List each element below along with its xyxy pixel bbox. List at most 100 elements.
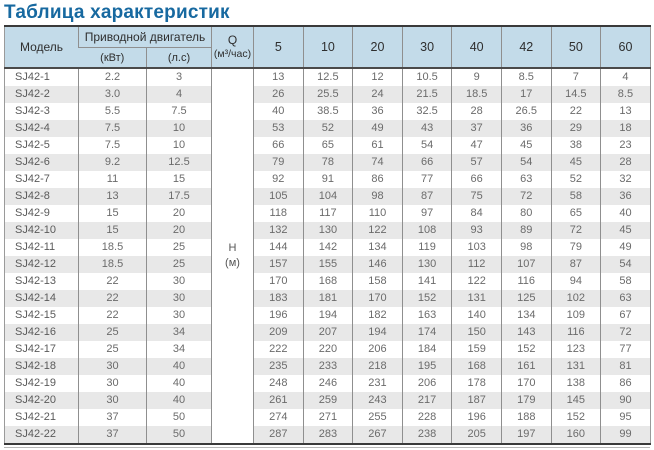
head-value-cell: 53 (253, 120, 304, 137)
model-cell: SJ42-12 (4, 256, 79, 273)
head-value-cell: 196 (253, 307, 304, 324)
head-value-cell: 228 (401, 409, 452, 426)
column-header-flow-40: 40 (451, 26, 502, 68)
head-value-cell: 103 (451, 239, 502, 256)
page-title: Таблица характеристик (4, 2, 230, 23)
kw-cell: 22 (78, 273, 147, 290)
head-value-cell: 29 (550, 120, 601, 137)
model-cell: SJ42-14 (4, 290, 79, 307)
hp-cell: 20 (146, 205, 212, 222)
head-value-cell: 231 (352, 375, 403, 392)
head-value-cell: 161 (500, 358, 552, 375)
head-value-cell: 194 (352, 324, 403, 341)
head-value-cell: 78 (302, 154, 353, 171)
head-value-cell: 118 (253, 205, 304, 222)
head-value-cell: 152 (550, 409, 601, 426)
model-cell: SJ42-7 (15, 173, 50, 185)
head-value-cell: 123 (550, 341, 601, 358)
column-header-motor-group: Приводной двигатель (78, 26, 212, 48)
column-header-flow-60: 60 (600, 26, 651, 68)
table-row: SJ42-21 37 50 274 271 255 228 196 188 152 95 (5, 409, 651, 426)
head-value-cell: 72 (600, 324, 651, 341)
head-value-cell: 217 (401, 392, 452, 409)
kw-cell: 22 (78, 290, 147, 307)
head-value-cell: 74 (352, 154, 403, 171)
model-cell: SJ42-6 (4, 154, 79, 171)
table-row: SJ42-16 25 34 209 207 194 174 150 143 116 72 (4, 324, 651, 341)
head-value-cell: 61 (352, 137, 403, 154)
head-value-cell: 179 (500, 392, 552, 409)
characteristics-table: Модель Приводной двигатель Q (м³/час) 5 … (4, 25, 651, 445)
table-row: SJ42-2 3.0 4 26 25.5 24 21.5 18.5 17 14.5 8.5 (4, 86, 651, 103)
kw-cell: 22 (78, 307, 147, 324)
model-cell: SJ42-5 (15, 139, 50, 151)
kw-cell: 18.5 (78, 256, 147, 273)
model-cell: SJ42-4 (4, 120, 79, 137)
head-value-cell: 8.5 (600, 86, 651, 103)
head-value-cell: 206 (401, 375, 452, 392)
head-value-cell: 58 (550, 188, 601, 205)
head-value-cell: 14.5 (550, 86, 601, 103)
table-row: SJ42-20 30 40 261 259 243 217 187 179 145 90 (4, 392, 651, 409)
column-header-flow-50: 50 (550, 26, 601, 68)
head-value-cell: 152 (500, 341, 552, 358)
column-header-flow-30: 30 (401, 26, 452, 68)
head-value-cell: 72 (500, 188, 552, 205)
head-value-cell: 246 (302, 375, 353, 392)
kw-cell: 2.2 (78, 68, 147, 86)
head-value-cell: 9 (451, 68, 502, 86)
kw-cell: 11 (78, 171, 147, 188)
model-cell: SJ42-17 (15, 343, 56, 355)
head-value-cell: 38 (550, 137, 601, 154)
head-value-cell: 125 (500, 290, 552, 307)
head-value-cell: 81 (600, 358, 651, 375)
table-row: SJ42-19 30 40 248 246 231 206 178 170 138 86 (5, 375, 651, 392)
head-value-cell: 110 (352, 205, 403, 222)
model-cell: SJ42-11 (15, 241, 56, 253)
head-value-cell: 243 (352, 392, 403, 409)
kw-cell: 25 (78, 324, 147, 341)
head-value-cell: 174 (401, 324, 452, 341)
kw-cell: 7.5 (78, 120, 147, 137)
table-row: SJ42-18 30 40 235 233 218 195 168 161 131 81 (4, 358, 651, 375)
head-unit-cell: H (м) (211, 68, 254, 444)
head-value-cell: 21.5 (401, 86, 452, 103)
head-value-cell: 104 (302, 188, 353, 205)
hp-cell: 50 (146, 409, 212, 426)
head-value-cell: 255 (352, 409, 403, 426)
table-row: SJ42-14 22 30 183 181 170 152 131 125 102 63 (4, 290, 651, 307)
header-row-1: Модель Приводной двигатель Q (м³/час) 5 … (4, 26, 651, 68)
table-body: SJ42-1 2.2 3 H (м) 13 12.5 12 10.5 9 8.5 7 4 SJ42-2 3.… (4, 68, 651, 444)
head-value-cell: 188 (500, 409, 552, 426)
head-value-cell: 36 (500, 120, 552, 137)
hp-cell: 25 (146, 239, 212, 256)
header-row-2: (кВт) (л.с) (5, 47, 651, 68)
head-value-cell: 150 (451, 324, 502, 341)
head-value-cell: 283 (302, 426, 353, 444)
model-cell: SJ42-21 (15, 411, 56, 423)
head-value-cell: 65 (550, 205, 601, 222)
head-value-cell: 105 (253, 188, 304, 205)
head-value-cell: 87 (401, 188, 452, 205)
head-value-cell: 66 (451, 171, 502, 188)
model-cell: SJ42-1 (15, 71, 50, 83)
head-value-cell: 119 (401, 239, 452, 256)
head-value-cell: 45 (600, 222, 651, 239)
table-row: SJ42-8 13 17.5 105 104 98 87 75 72 58 36 (4, 188, 651, 205)
table-row: SJ42-10 15 20 132 130 122 108 93 89 72 45 (4, 222, 651, 239)
head-value-cell: 170 (352, 290, 403, 307)
model-cell: SJ42-3 (15, 105, 50, 117)
head-value-cell: 152 (401, 290, 452, 307)
head-value-cell: 146 (352, 256, 403, 273)
head-value-cell: 79 (253, 154, 304, 171)
head-value-cell: 91 (302, 171, 353, 188)
model-cell: SJ42-8 (4, 188, 79, 205)
hp-cell: 15 (146, 171, 212, 188)
kw-cell: 15 (78, 205, 147, 222)
column-header-hp: (л.с) (146, 47, 212, 68)
hp-cell: 30 (146, 273, 212, 290)
table-row: SJ42-12 18.5 25 157 155 146 130 112 107 87 54 (4, 256, 651, 273)
head-value-cell: 25.5 (302, 86, 353, 103)
kw-cell: 37 (78, 409, 147, 426)
